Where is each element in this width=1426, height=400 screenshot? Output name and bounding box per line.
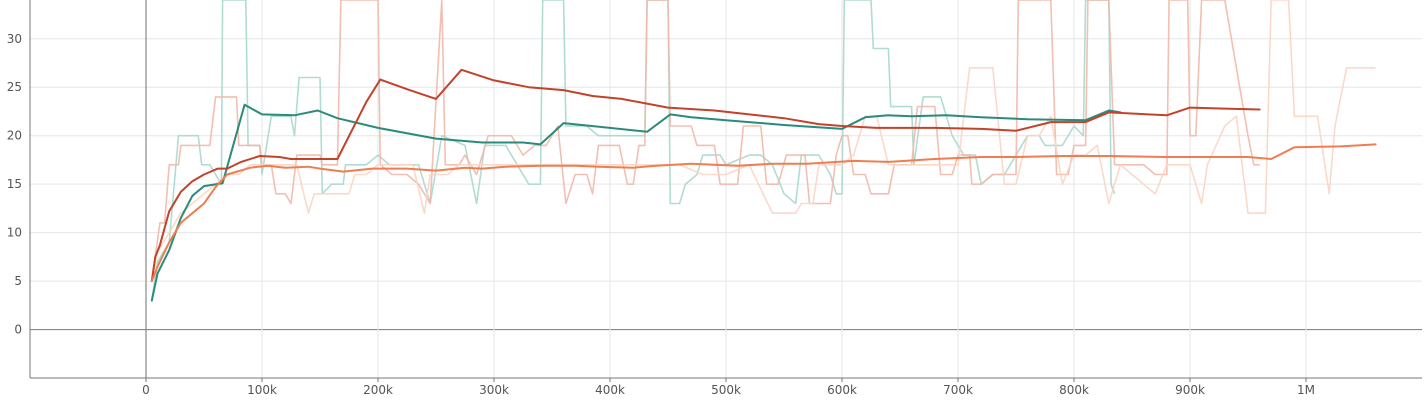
x-tick-label: 300k [479, 383, 509, 397]
y-tick-label: 15 [7, 177, 22, 191]
raw-series-line-2 [151, 0, 1260, 282]
y-tick-label: 10 [7, 226, 22, 240]
smoothed-series-line-1 [150, 103, 1122, 302]
smoothed-series-layer [150, 68, 1377, 302]
x-tick-label: 400k [595, 383, 625, 397]
x-tick-label: 100k [247, 383, 277, 397]
grid-layer [30, 0, 1422, 378]
x-tick-label: 500k [711, 383, 741, 397]
y-tick-label: 0 [14, 323, 22, 337]
x-tick-label: 900k [1175, 383, 1205, 397]
x-tick-label: 800k [1059, 383, 1089, 397]
raw-series-layer [151, 0, 1376, 301]
smoothed-series-line-3 [150, 143, 1377, 283]
tick-label-layer: 0 5 10 15 20 25 30 0 100k 200k 300k 400k 500k 600k 700… [7, 32, 1315, 397]
smoothed-series-line-2 [150, 68, 1261, 283]
y-tick-label: 25 [7, 80, 22, 94]
y-tick-label: 20 [7, 129, 22, 143]
axis-layer [29, 0, 1422, 382]
x-tick-label: 1M [1297, 383, 1315, 397]
y-tick-label: 5 [14, 274, 22, 288]
y-tick-label: 30 [7, 32, 22, 46]
x-tick-label: 700k [943, 383, 973, 397]
x-tick-label: 600k [827, 383, 857, 397]
raw-series-line-3 [151, 0, 1376, 282]
x-tick-label: 0 [142, 383, 150, 397]
x-tick-label: 200k [363, 383, 393, 397]
raw-series-line-1 [151, 0, 1116, 301]
